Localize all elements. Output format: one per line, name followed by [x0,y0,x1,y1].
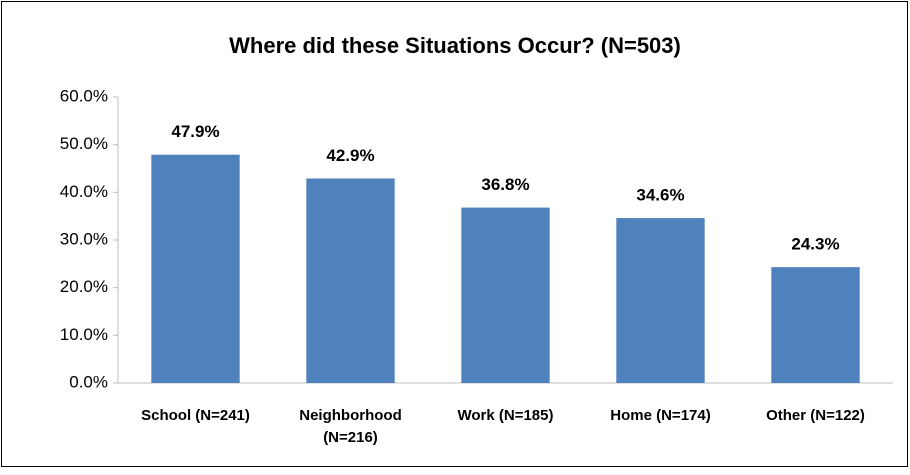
y-tick-label: 30.0% [60,229,108,248]
y-tick-label: 60.0% [60,86,108,105]
y-tick-label: 10.0% [60,325,108,344]
y-tick-label: 20.0% [60,277,108,296]
x-tick-label: Home (N=174) [610,407,711,424]
y-tick-label: 40.0% [60,182,108,201]
bar [306,178,395,383]
chart-title: Where did these Situations Occur? (N=503… [229,33,681,58]
x-tick-label: School (N=241) [141,407,250,424]
data-label: 24.3% [791,235,839,254]
y-tick-label: 0.0% [69,372,108,391]
bar [616,218,705,383]
data-label: 34.6% [636,186,684,205]
data-label: 42.9% [326,146,374,165]
bar [771,267,860,383]
chart-border [1,1,908,467]
bar [461,207,550,383]
x-tick-label: Other (N=122) [766,407,865,424]
data-label: 36.8% [481,175,529,194]
bar [151,154,240,383]
x-tick-label: Neighborhood (N=216) [299,407,402,446]
x-tick-label: Work (N=185) [457,407,554,424]
data-label: 47.9% [171,122,219,141]
y-tick-label: 50.0% [60,134,108,153]
